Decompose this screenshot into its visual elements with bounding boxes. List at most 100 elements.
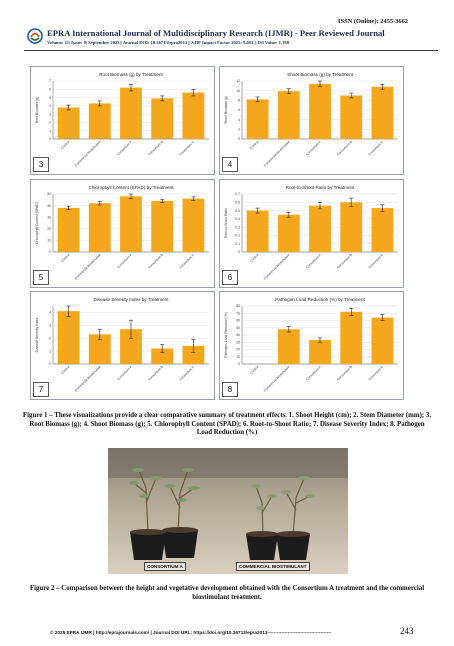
y-tick-label: 10: [236, 355, 240, 359]
bar-3: [151, 348, 174, 364]
x-tick-label: Consortium C: [178, 139, 195, 156]
y-tick-label: 20: [47, 227, 51, 231]
bar-2: [309, 340, 331, 364]
bar-chart: Disease Severity Index by Treatment 0 1 2 3 4…: [35, 297, 209, 393]
bar-0: [246, 210, 269, 252]
chart-panel-4: Shoot Biomass (g) by Treatment 0 2 4 6 8 10 12 S…: [219, 66, 404, 175]
y-tick-label: 0: [49, 362, 51, 366]
x-tick-label: Control: [60, 140, 70, 150]
bar-1: [88, 203, 111, 252]
y-tick-label: 0.6: [235, 200, 240, 204]
panel-number: 3: [33, 157, 49, 172]
bar-3: [340, 311, 363, 364]
bar-chart: Pathogen Load Reduction (%) by Treatment…: [224, 297, 398, 393]
y-tick-label: 6: [49, 87, 51, 91]
y-axis-label: Root-to-Shoot Ratio: [224, 208, 228, 238]
chart-title: Shoot Biomass (g) by Treatment: [287, 72, 354, 77]
bar-3: [151, 200, 174, 252]
chart-title: Disease Severity Index by Treatment: [93, 297, 169, 302]
panel-number: 7: [33, 382, 49, 397]
chart-title: Pathogen Load Reduction (%) by Treatment: [275, 297, 365, 302]
y-tick-label: 0: [49, 137, 51, 141]
y-tick-label: 0.7: [235, 192, 240, 196]
y-axis-label: Shoot Biomass (g): [224, 96, 228, 124]
bar-3: [151, 98, 174, 139]
y-tick-label: 0.2: [235, 234, 240, 238]
x-tick-label: Commercial Biostimulant: [263, 253, 291, 281]
bar-chart: Chlorophyll Content (SPAD) by Treatment 0…: [35, 185, 209, 281]
journal-meta: Volume: 11| Issue: 9| September 2025|| J…: [47, 40, 289, 45]
x-tick-label: Consortium A: [305, 252, 322, 269]
header-rule: [24, 50, 438, 51]
figure2-caption: Figure 2 – Comparison between the height…: [29, 585, 425, 601]
journal-title: EPRA International Journal of Multidisci…: [47, 28, 385, 38]
bar-4: [182, 198, 205, 252]
chart-title: Root Biomass (g) by Treatment: [99, 72, 163, 77]
y-tick-label: 60: [236, 319, 240, 323]
bar-2: [309, 205, 331, 252]
bar-1: [277, 329, 300, 364]
y-tick-label: 4: [49, 104, 51, 108]
y-tick-label: 50: [236, 326, 240, 330]
y-tick-label: 0.4: [235, 217, 240, 221]
bar-1: [88, 103, 111, 139]
y-tick-label: 10: [236, 89, 240, 93]
bar-2: [120, 87, 142, 139]
chart-panel-6: Root-to-Shoot Ratio by Treatment 0 0.1 0.2 0…: [219, 179, 404, 288]
x-tick-label: Consortium C: [178, 364, 195, 381]
bar-0: [57, 207, 80, 252]
bar-2: [120, 196, 142, 252]
y-tick-label: 2: [49, 336, 51, 340]
panel-number: 8: [222, 382, 238, 397]
y-tick-label: 3: [49, 112, 51, 116]
x-tick-label: Consortium B: [336, 365, 352, 381]
bar-chart: Root Biomass (g) by Treatment 0 1 2 3 4 5 6 7 Roo…: [35, 72, 209, 168]
bar-4: [182, 345, 205, 364]
label-consortium-a: CONSORTIUM A: [144, 562, 186, 571]
issn-text: ISSN (Online): 2455-3662: [338, 18, 408, 25]
y-tick-label: 20: [236, 348, 240, 352]
footer-text: © 2025 EPRA IJMR | http://eprajournals.c…: [50, 630, 332, 635]
y-axis-label: Pathogen Load Reduction (%): [224, 312, 228, 357]
y-tick-label: 4: [49, 311, 51, 315]
y-tick-label: 2: [49, 121, 51, 125]
y-tick-label: 7: [49, 79, 51, 83]
y-axis-label: Root Biomass (g): [35, 97, 39, 123]
bar-1: [277, 214, 300, 252]
y-tick-label: 4: [238, 118, 240, 122]
x-tick-label: Consortium C: [367, 364, 384, 381]
x-tick-label: Commercial Biostimulant: [74, 365, 102, 393]
y-axis-label: Disease Severity Index: [35, 317, 39, 352]
y-tick-label: 50: [47, 192, 51, 196]
x-tick-label: Consortium C: [367, 139, 384, 156]
bar-chart: Root-to-Shoot Ratio by Treatment 0 0.1 0.2 0…: [224, 185, 398, 281]
y-tick-label: 0: [49, 250, 51, 254]
y-tick-label: 40: [236, 333, 240, 337]
y-tick-label: 5: [49, 96, 51, 100]
x-tick-label: Consortium B: [147, 140, 163, 156]
x-tick-label: Commercial Biostimulant: [74, 253, 102, 281]
bar-3: [340, 202, 363, 252]
chart-title: Chlorophyll Content (SPAD) by Treatment: [89, 185, 175, 190]
bar-2: [120, 329, 142, 364]
x-tick-label: Consortium A: [305, 364, 322, 381]
x-tick-label: Consortium B: [336, 140, 352, 156]
panel-number: 5: [33, 270, 49, 285]
chart-panel-7: Disease Severity Index by Treatment 0 1 2 3 4…: [30, 291, 215, 400]
bar-0: [57, 311, 80, 364]
bar-0: [57, 107, 80, 139]
panel-number: 6: [222, 270, 238, 285]
chart-panel-3: Root Biomass (g) by Treatment 0 1 2 3 4 5 6 7 Roo…: [30, 66, 215, 175]
x-tick-label: Consortium B: [147, 365, 163, 381]
bar-0: [246, 99, 269, 139]
y-tick-label: 1: [49, 349, 51, 353]
y-axis-label: Chlorophyll Content (SPAD): [35, 202, 39, 244]
bar-1: [88, 334, 111, 364]
y-tick-label: 2: [238, 128, 240, 132]
x-tick-label: Commercial Biostimulant: [74, 140, 102, 168]
y-tick-label: 0.3: [235, 225, 240, 229]
chart-panel-8: Pathogen Load Reduction (%) by Treatment…: [219, 291, 404, 400]
x-tick-label: Control: [249, 140, 259, 150]
y-tick-label: 8: [238, 99, 240, 103]
page-number: 243: [400, 626, 414, 636]
